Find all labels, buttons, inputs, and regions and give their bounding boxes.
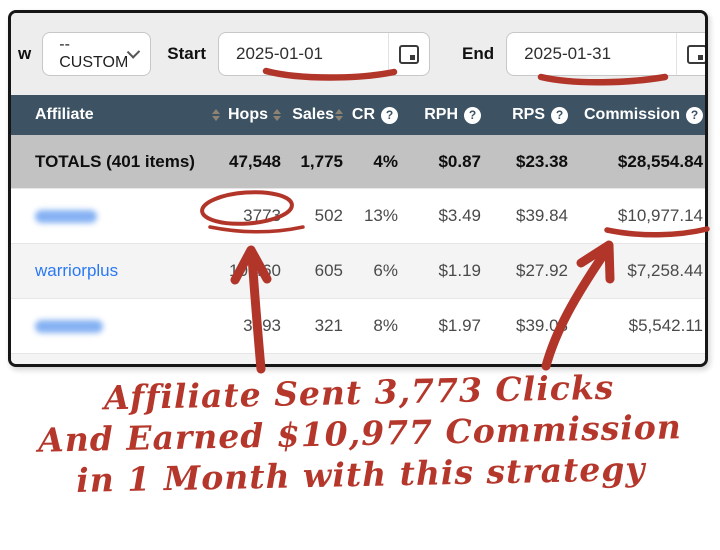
affiliate-name-redacted xyxy=(11,299,191,353)
start-date-group: 2025-01-01 xyxy=(218,32,431,76)
column-header-rph[interactable]: RPH ? xyxy=(400,95,483,135)
totals-commission: $28,554.84 xyxy=(617,151,703,171)
row-hops: 3773 xyxy=(243,206,281,225)
column-header-commission[interactable]: Commission ? xyxy=(570,95,705,135)
blurred-name xyxy=(35,319,103,333)
row-sales: 502 xyxy=(314,206,343,225)
affiliate-link[interactable]: warriorplus xyxy=(35,261,119,280)
sort-carets-icon[interactable] xyxy=(211,109,220,121)
column-header-affiliate[interactable]: Affiliate xyxy=(11,95,220,135)
totals-rph: $0.87 xyxy=(438,151,481,171)
totals-label: TOTALS (401 items) xyxy=(35,151,195,171)
row-sales: 321 xyxy=(314,316,343,335)
row-sales: 605 xyxy=(314,261,343,280)
column-header-rps[interactable]: RPS ? xyxy=(483,95,570,135)
row-rps: $27.92 xyxy=(516,261,568,280)
date-range-select[interactable]: --CUSTOM xyxy=(42,32,152,76)
handwritten-caption: Affiliate Sent 3,773 Clicks And Earned $… xyxy=(0,364,720,502)
table-row: 944 37 4% $1.12 $36.54 $901.60 xyxy=(11,353,705,364)
row-rps: $39.84 xyxy=(516,206,568,225)
affiliate-name-redacted xyxy=(11,189,191,243)
column-header-sales[interactable]: Sales xyxy=(283,95,345,135)
totals-cr: 4% xyxy=(373,151,398,171)
row-cr: 4% xyxy=(345,354,400,364)
row-sales: 37 xyxy=(283,354,345,364)
totals-rps: $23.38 xyxy=(516,151,568,171)
row-rps: $36.54 xyxy=(483,354,570,364)
row-commission: $7,258.44 xyxy=(627,261,703,280)
start-date-input[interactable]: 2025-01-01 xyxy=(236,44,323,63)
row-rph: $1.19 xyxy=(438,261,481,280)
table-row: warriorplus 10,460 605 6% $1.19 $27.92 $… xyxy=(11,243,705,298)
row-cr: 13% xyxy=(363,206,398,225)
cropped-view-label: w xyxy=(18,44,32,63)
date-range-select-value: --CUSTOM xyxy=(59,36,129,71)
row-rph: $3.49 xyxy=(438,206,481,225)
help-icon[interactable]: ? xyxy=(686,106,703,124)
table-row: 3993 321 8% $1.97 $39.08 $5,542.11 xyxy=(11,298,705,353)
date-filter-toolbar: w --CUSTOM Start 2025-01-01 End 2025-01-… xyxy=(11,13,705,95)
calendar-icon xyxy=(399,44,420,64)
blurred-name xyxy=(35,209,97,223)
row-rps: $39.08 xyxy=(516,316,568,335)
help-icon[interactable]: ? xyxy=(551,106,568,124)
start-date-calendar-button[interactable] xyxy=(388,33,429,75)
row-commission: $10,977.14 xyxy=(617,206,703,225)
row-rph: $1.97 xyxy=(438,316,481,335)
row-hops: 3993 xyxy=(243,316,281,335)
row-hops: 944 xyxy=(191,354,283,364)
end-date-calendar-button[interactable] xyxy=(676,33,705,75)
end-date-label: End xyxy=(462,44,495,63)
totals-hops: 47,548 xyxy=(229,151,281,171)
help-icon[interactable]: ? xyxy=(381,106,398,124)
report-panel: w --CUSTOM Start 2025-01-01 End 2025-01-… xyxy=(8,10,708,367)
start-date-label: Start xyxy=(167,44,207,63)
sort-carets-icon[interactable] xyxy=(335,109,343,121)
end-date-group: 2025-01-31 xyxy=(506,32,705,76)
row-commission: $5,542.11 xyxy=(628,316,703,335)
row-cr: 8% xyxy=(373,316,398,335)
table-header-row: Affiliate Hops Sales CR ? RPH ? RPS ? xyxy=(11,95,705,135)
table-row: 3773 502 13% $3.49 $39.84 $10,977.14 xyxy=(11,188,705,243)
column-header-hops[interactable]: Hops xyxy=(191,95,283,135)
end-date-input[interactable]: 2025-01-31 xyxy=(524,44,612,63)
affiliate-name-redacted xyxy=(11,354,191,364)
row-rph: $1.12 xyxy=(400,354,483,364)
calendar-icon xyxy=(687,44,705,64)
totals-row: TOTALS (401 items) 47,548 1,775 4% $0.87… xyxy=(11,135,705,188)
row-cr: 6% xyxy=(373,261,398,280)
row-hops: 10,460 xyxy=(229,261,281,280)
help-icon[interactable]: ? xyxy=(464,106,481,124)
totals-sales: 1,775 xyxy=(300,151,343,171)
sort-carets-icon[interactable] xyxy=(273,109,281,121)
column-header-cr[interactable]: CR ? xyxy=(345,95,400,135)
